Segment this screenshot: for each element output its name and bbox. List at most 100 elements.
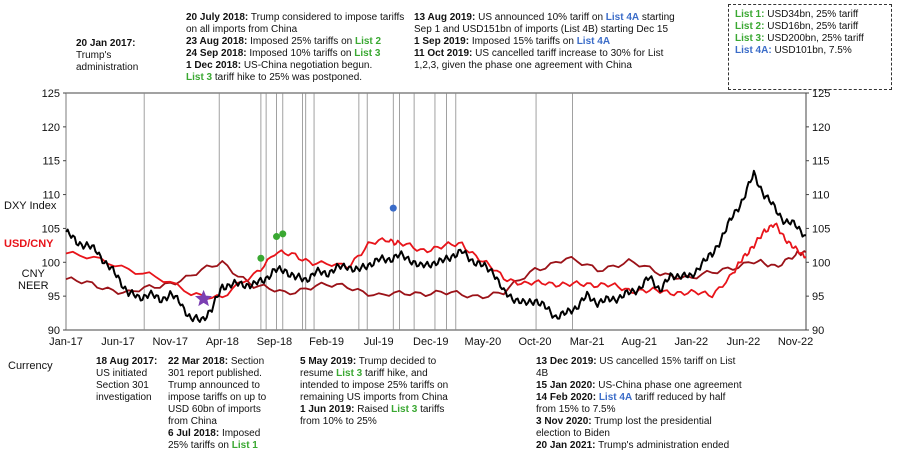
annotation-text: US announced 10% tariff on [478,12,606,23]
annotation-date: 1 Dec 2018: [186,60,242,71]
list-tag: List 4A [576,36,611,47]
list-3-marker [279,230,287,238]
annotation-date: 1 Sep 2019: [414,36,470,47]
list-tag: List 4A: [735,45,772,56]
y-tick-label-left: 115 [42,156,60,168]
annotation-date: 20 Jan 2021: [536,440,596,451]
annotation-text: Raised [357,404,392,415]
annotation-date: 24 Sep 2018: [186,48,247,59]
annotation-block-2018: 20 July 2018: Trump considered to impose… [186,12,406,84]
list-tag: List 3 [186,72,213,83]
legend-text: USD200bn, 25% tariff [764,33,864,44]
y-tick-label-left: 110 [42,190,60,202]
y-tick-label-left: 95 [48,291,60,303]
footer-col-2017: 18 Aug 2017: US initiated Section 301 in… [96,356,162,404]
list-tag: List 1: [735,9,765,20]
list-tag: List 4A [598,392,633,403]
x-tick-label: Nov-17 [152,336,187,348]
list-tag: List 3 [391,404,418,415]
annotation-text: Trump decided to resume [300,356,437,379]
list-1-marker [257,254,265,262]
annotation-text: Trump's administration [76,50,139,73]
annotation-line: 1 Dec 2018: US-China negotiation begun. [186,60,406,72]
x-tick-label: Jun-17 [101,336,135,348]
annotation-date: 14 Feb 2020: [536,392,597,403]
section-301-star-marker [195,289,213,307]
series-label-cny-neer: CNY NEER [18,268,49,292]
currency-label: Currency [8,360,53,372]
y-tick-label-right: 100 [812,257,830,269]
list-tag: List 3: [735,33,765,44]
y-tick-label-right: 125 [812,88,830,100]
legend-row: List 1: USD34bn, 25% tariff [735,9,885,21]
y-tick-label-left: 105 [42,223,60,235]
annotation-text: US cancelled 15% tariff on List 4B [536,356,736,379]
x-tick-label: Feb-19 [309,336,344,348]
annotation-text: Imposed 10% tariffs on [249,48,355,59]
annotation-text: Section 301 report published. Trump anno… [168,356,267,427]
footer-col-2019: 5 May 2019: Trump decided to resume List… [300,356,460,428]
legend-row: List 2: USD16bn, 25% tariff [735,21,885,33]
list-tag: List 2 [354,36,382,47]
annotation-text: Trump lost the presidential election to … [536,416,712,439]
series-label-cny: CNY [21,268,45,280]
series-line-dxy-index [65,169,806,323]
annotation-date: 23 Aug 2018: [186,36,248,47]
y-tick-label-right: 110 [812,190,830,202]
x-tick-label: May-20 [465,336,502,348]
series-label-usdcny: USD/CNY [4,238,54,250]
series-label-dxy: DXY Index [4,200,57,212]
annotation-date: 5 May 2019: [300,356,357,367]
x-tick-label: Oct-20 [519,336,552,348]
x-tick-label: Jan-17 [49,336,83,348]
footer-col-2018: 22 Mar 2018: Section 301 report publishe… [168,356,282,452]
annotation-line: 11 Oct 2019: US cancelled tariff increas… [414,48,684,72]
annotation-date: 6 Jul 2018: [168,428,220,439]
x-tick-label: Aug-21 [621,336,656,348]
annotation-line: List 3 tariff hike to 25% was postponed. [186,72,406,84]
annotation-trump-admin: 20 Jan 2017: Trump's administration [76,38,156,74]
annotation-line: 1 Sep 2019: Imposed 15% tariffs on List … [414,36,684,48]
legend-text: USD101bn, 7.5% [771,45,852,56]
annotation-date: 22 Mar 2018: [168,356,229,367]
series-line-usd-cny [65,222,807,300]
annotation-date: 20 Jan 2017: [76,38,136,49]
plot-frame [65,92,807,331]
list-tag: List 2: [735,21,765,32]
annotation-text: Trump's administration ended [598,440,730,451]
legend-row: List 4A: USD101bn, 7.5% [735,45,885,57]
y-tick-label-right: 115 [812,156,830,168]
annotation-text: US-China phase one agreement [598,380,742,391]
list-4a-marker [389,204,397,212]
list-tag: List 4A [605,12,640,23]
x-tick-label: Sep-18 [257,336,292,348]
list-tag: List 3 [354,48,381,59]
series-label-neer: NEER [18,280,49,292]
annotation-text: US initiated Section 301 investigation [96,368,152,403]
y-tick-label-right: 105 [812,223,830,235]
footer-col-2020: 13 Dec 2019: US cancelled 15% tariff on … [536,356,746,452]
x-tick-label: Jul-19 [364,336,394,348]
list-tag: List 3 [336,368,363,379]
annotation-text: US cancelled tariff increase to 30% for … [414,48,664,71]
annotation-date: 1 Jun 2019: [300,404,355,415]
annotation-text: starting Sep 1 and USD151bn of imports (… [414,12,675,35]
annotation-block-2019: 13 Aug 2019: US announced 10% tariff on … [414,12,684,72]
y-tick-label-left: 90 [48,325,60,337]
series-line-cny-neer [65,250,807,300]
tariff-list-legend: List 1: USD34bn, 25% tariff List 2: USD1… [728,4,892,90]
annotation-line: 24 Sep 2018: Imposed 10% tariffs on List… [186,48,406,60]
x-tick-label: Nov-22 [778,336,813,348]
annotation-date: 3 Nov 2020: [536,416,592,427]
y-tick-label-right: 90 [812,325,824,337]
x-tick-label: Apr-18 [206,336,239,348]
legend-text: USD16bn, 25% tariff [764,21,859,32]
x-tick-label: Mar-21 [570,336,605,348]
y-tick-label-left: 100 [42,257,60,269]
annotation-text: tariff hike to 25% was postponed. [212,72,363,83]
annotation-line: 13 Aug 2019: US announced 10% tariff on … [414,12,684,36]
annotation-text: tariff reduced by half from 15% to 7.5% [536,392,726,415]
annotation-text: Imposed 25% tariffs on [250,36,355,47]
y-tick-label-left: 120 [42,122,60,134]
